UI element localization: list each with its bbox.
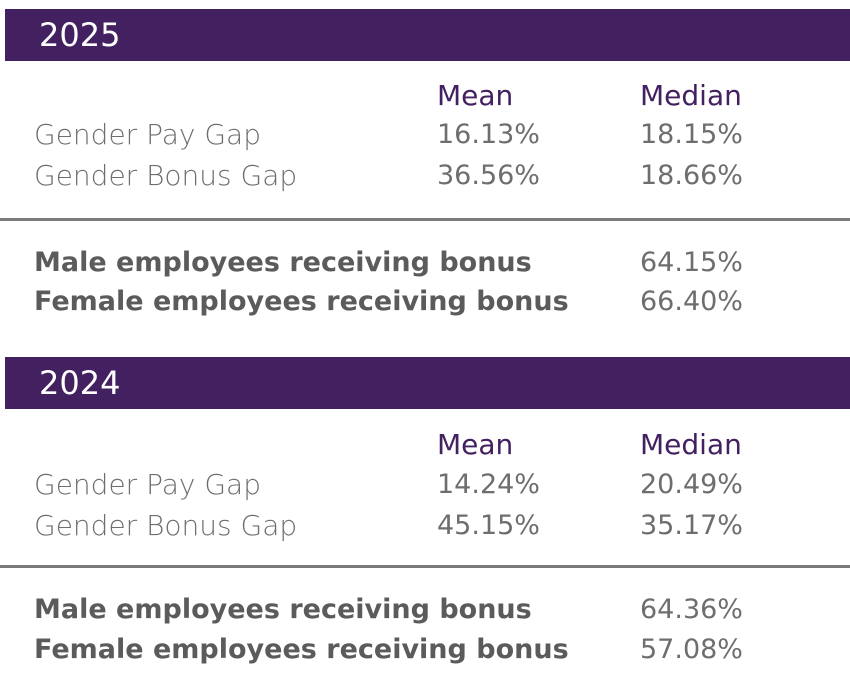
gender-pay-gap-mean: 14.24% — [437, 469, 540, 500]
male-bonus-value: 64.36% — [640, 594, 743, 625]
section-divider — [0, 218, 850, 221]
year-title: 2025 — [39, 16, 121, 54]
gender-pay-gap-label: Gender Pay Gap — [34, 468, 261, 501]
year-band: 2025 — [5, 9, 850, 61]
gender-bonus-gap-mean: 45.15% — [437, 510, 540, 541]
gender-pay-gap-median: 20.49% — [640, 469, 743, 500]
gender-bonus-gap-median: 18.66% — [640, 160, 743, 191]
female-bonus-value: 66.40% — [640, 286, 743, 317]
gender-pay-gap-label: Gender Pay Gap — [34, 118, 261, 151]
year-band: 2024 — [5, 357, 850, 409]
male-bonus-value: 64.15% — [640, 247, 743, 278]
mean-header: Mean — [437, 79, 514, 112]
gender-pay-gap-median: 18.15% — [640, 119, 743, 150]
male-bonus-label: Male employees receiving bonus — [34, 247, 532, 278]
gender-bonus-gap-label: Gender Bonus Gap — [34, 509, 298, 542]
gender-pay-gap-mean: 16.13% — [437, 119, 540, 150]
year-title: 2024 — [39, 364, 121, 402]
female-bonus-label: Female employees receiving bonus — [34, 634, 569, 665]
median-header: Median — [640, 428, 742, 461]
female-bonus-label: Female employees receiving bonus — [34, 286, 569, 317]
female-bonus-value: 57.08% — [640, 634, 743, 665]
gender-bonus-gap-median: 35.17% — [640, 510, 743, 541]
gender-bonus-gap-label: Gender Bonus Gap — [34, 159, 298, 192]
section-divider — [0, 565, 850, 568]
median-header: Median — [640, 79, 742, 112]
male-bonus-label: Male employees receiving bonus — [34, 594, 532, 625]
mean-header: Mean — [437, 428, 514, 461]
gender-bonus-gap-mean: 36.56% — [437, 160, 540, 191]
